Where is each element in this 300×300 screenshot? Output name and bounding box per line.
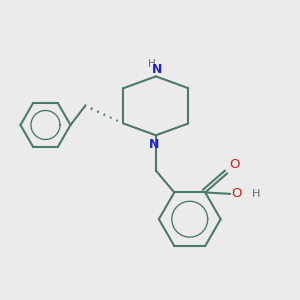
Text: N: N [149,138,160,151]
Text: O: O [230,158,240,171]
Text: N: N [152,63,163,76]
Text: H: H [252,189,261,199]
Text: O: O [232,188,242,200]
Text: H: H [148,59,155,69]
